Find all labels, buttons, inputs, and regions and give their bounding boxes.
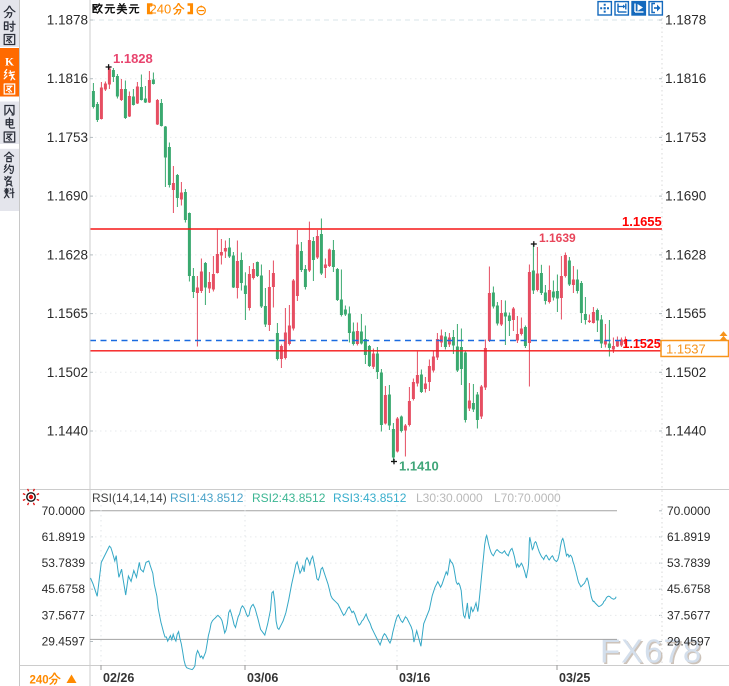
svg-text:1.1440: 1.1440 bbox=[47, 424, 88, 439]
svg-text:L70:70.0000: L70:70.0000 bbox=[494, 491, 561, 505]
svg-text:L30:30.0000: L30:30.0000 bbox=[416, 491, 483, 505]
svg-text:03/25: 03/25 bbox=[559, 671, 590, 685]
svg-text:RSI1:43.8512: RSI1:43.8512 bbox=[170, 491, 244, 505]
svg-text:45.6758: 45.6758 bbox=[42, 582, 86, 596]
svg-text:240: 240 bbox=[150, 2, 172, 17]
svg-text:1.1816: 1.1816 bbox=[47, 71, 88, 86]
svg-text:61.8919: 61.8919 bbox=[667, 530, 711, 544]
svg-text:61.8919: 61.8919 bbox=[42, 530, 86, 544]
svg-text:240: 240 bbox=[30, 675, 49, 686]
svg-text:1.1565: 1.1565 bbox=[665, 306, 706, 321]
svg-text:1.1753: 1.1753 bbox=[47, 130, 88, 145]
svg-text:03/16: 03/16 bbox=[399, 671, 430, 685]
svg-text:1.1878: 1.1878 bbox=[47, 13, 88, 28]
svg-text:37.5677: 37.5677 bbox=[667, 608, 711, 622]
svg-text:53.7839: 53.7839 bbox=[667, 556, 711, 570]
svg-text:03/06: 03/06 bbox=[247, 671, 278, 685]
svg-text:RSI3:43.8512: RSI3:43.8512 bbox=[333, 491, 407, 505]
svg-text:1.1828: 1.1828 bbox=[113, 51, 153, 66]
svg-text:53.7839: 53.7839 bbox=[42, 556, 86, 570]
svg-text:1.1502: 1.1502 bbox=[665, 365, 706, 380]
svg-text:FX678: FX678 bbox=[602, 634, 704, 671]
svg-text:1.1537: 1.1537 bbox=[666, 342, 706, 357]
svg-text:45.6758: 45.6758 bbox=[667, 582, 711, 596]
svg-text:FX678: FX678 bbox=[600, 633, 702, 670]
svg-text:1.1410: 1.1410 bbox=[399, 459, 439, 474]
svg-text:RSI2:43.8512: RSI2:43.8512 bbox=[252, 491, 326, 505]
svg-text:1.1816: 1.1816 bbox=[665, 71, 706, 86]
svg-text:02/26: 02/26 bbox=[103, 671, 134, 685]
svg-text:1.1628: 1.1628 bbox=[665, 247, 706, 262]
svg-text:1.1440: 1.1440 bbox=[665, 424, 706, 439]
svg-text:70.0000: 70.0000 bbox=[42, 504, 86, 518]
svg-text:RSI(14,14,14): RSI(14,14,14) bbox=[92, 491, 167, 505]
svg-text:1.1690: 1.1690 bbox=[47, 189, 88, 204]
svg-text:1.1878: 1.1878 bbox=[665, 13, 706, 28]
svg-text:1.1525: 1.1525 bbox=[623, 337, 661, 351]
svg-text:1.1639: 1.1639 bbox=[539, 231, 576, 245]
svg-text:1.1502: 1.1502 bbox=[47, 365, 88, 380]
svg-text:1.1753: 1.1753 bbox=[665, 130, 706, 145]
svg-text:1.1690: 1.1690 bbox=[665, 189, 706, 204]
svg-text:1.1628: 1.1628 bbox=[47, 247, 88, 262]
svg-text:29.4597: 29.4597 bbox=[42, 635, 86, 649]
svg-text:70.0000: 70.0000 bbox=[667, 504, 711, 518]
svg-text:37.5677: 37.5677 bbox=[42, 608, 86, 622]
svg-text:K: K bbox=[5, 57, 14, 69]
svg-text:1.1565: 1.1565 bbox=[47, 306, 88, 321]
svg-text:29.4597: 29.4597 bbox=[667, 635, 711, 649]
svg-text:1.1655: 1.1655 bbox=[622, 214, 662, 229]
